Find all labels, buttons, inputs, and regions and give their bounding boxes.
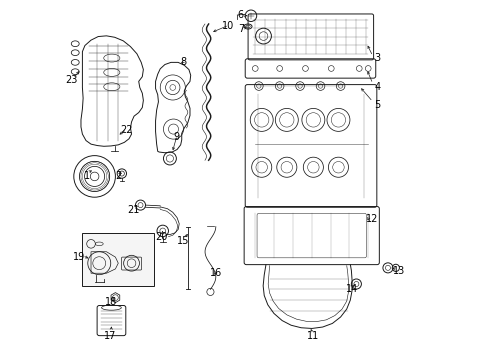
Text: 18: 18: [105, 297, 117, 307]
Text: 10: 10: [222, 21, 234, 31]
Text: 4: 4: [373, 82, 380, 92]
Text: 3: 3: [373, 53, 380, 63]
Text: 2: 2: [115, 171, 121, 181]
Text: 15: 15: [176, 236, 189, 246]
Text: 7: 7: [237, 24, 244, 35]
Text: 1: 1: [83, 171, 90, 181]
Text: 8: 8: [180, 57, 186, 67]
Text: 6: 6: [237, 10, 244, 20]
Text: 22: 22: [120, 125, 132, 135]
Bar: [82, 233, 154, 286]
Text: 11: 11: [306, 331, 318, 341]
Text: 17: 17: [103, 331, 116, 341]
Text: 23: 23: [65, 75, 78, 85]
Text: 9: 9: [173, 132, 179, 142]
Text: 20: 20: [155, 232, 167, 242]
Text: 14: 14: [345, 284, 358, 294]
Text: 16: 16: [209, 268, 222, 278]
Text: 12: 12: [365, 215, 377, 224]
Text: 19: 19: [73, 252, 85, 262]
Text: 13: 13: [392, 266, 404, 276]
Text: 5: 5: [373, 100, 380, 110]
Text: 21: 21: [127, 206, 139, 216]
